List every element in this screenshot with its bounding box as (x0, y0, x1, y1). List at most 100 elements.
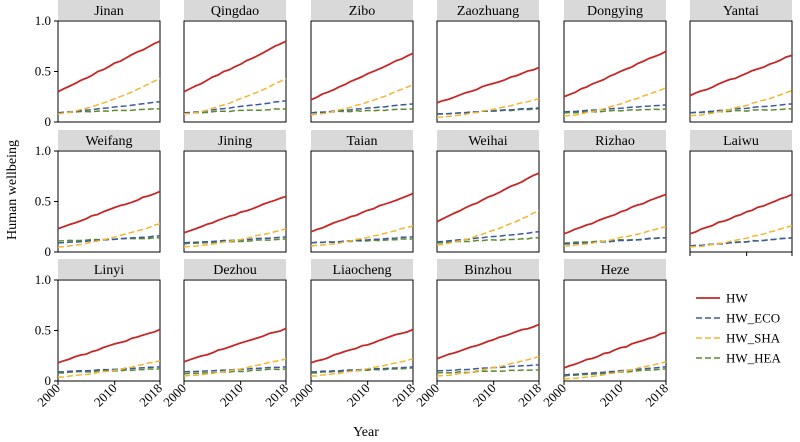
panel-strip (58, 130, 160, 150)
series-line-hw (689, 193, 793, 235)
x-tick-label: 2018 (642, 381, 671, 410)
series-line-hw (563, 50, 667, 98)
x-tick-label: 2010 (91, 381, 120, 410)
series-line-hw (57, 190, 161, 230)
panel-frame (436, 150, 540, 253)
panel-dongying: Dongying (563, 0, 667, 123)
panel-strip (184, 130, 286, 150)
panel-weifang: Weifang 0 0.5 1.0 (35, 130, 161, 259)
x-tick-label: 2000 (160, 381, 189, 410)
y-axis-label: Human wellbeing (5, 140, 20, 240)
series-line-hw (183, 40, 287, 93)
series-line-hw-hea (57, 236, 161, 242)
series-line-hw-eco (57, 235, 161, 244)
panel-laiwu: Laiwu (689, 130, 793, 256)
panel-title: Zaozhuang (457, 4, 519, 19)
y-tick-label: 1.0 (35, 13, 51, 28)
legend-item-hw-eco: HW_ECO (696, 311, 780, 326)
series-line-hw-sha (310, 225, 414, 247)
panel-title: Liaocheng (332, 263, 391, 278)
panel-frame (310, 279, 414, 382)
panel-grid: Jinan 0 0.5 1.0 Qingdao Zibo Zaozhuang Dongying… (34, 0, 793, 410)
series-line-hw-eco (563, 366, 667, 376)
series-line-hw-hea (183, 108, 287, 114)
series-line-hw (310, 192, 414, 233)
panel-frame (183, 279, 287, 382)
panel-frame (563, 279, 667, 382)
panel-strip (184, 0, 286, 20)
series-line-hw (310, 52, 414, 101)
panel-zibo: Zibo (310, 0, 414, 123)
legend-label: HW (726, 291, 748, 306)
panel-title: Weifang (85, 134, 132, 149)
series-line-hw-eco (310, 236, 414, 244)
series-line-hw-hea (689, 108, 793, 114)
series-line-hw-eco (183, 236, 287, 244)
panel-title: Taian (347, 134, 378, 149)
series-line-hw-hea (57, 368, 161, 374)
y-tick-label: 0 (45, 244, 52, 259)
panel-title: Zibo (349, 4, 375, 19)
panel-strip (564, 259, 666, 279)
legend-item-hw: HW (696, 291, 748, 306)
series-line-hw-hea (563, 368, 667, 377)
legend-item-hw-hea: HW_HEA (696, 351, 781, 366)
panel-title: Dezhou (213, 263, 257, 278)
series-line-hw-eco (310, 103, 414, 114)
series-line-hw-eco (689, 103, 793, 114)
panel-frame (563, 20, 667, 123)
series-line-hw-sha (437, 98, 540, 118)
series-line-hw-eco (57, 101, 161, 114)
panel-frame (436, 20, 540, 123)
series-line-hw-hea (310, 108, 414, 114)
x-tick-label: 2000 (34, 381, 63, 410)
series-line-hw-eco (563, 104, 667, 113)
series-line-hw-hea (183, 368, 287, 375)
legend-label: HW_SHA (726, 331, 781, 346)
x-axis-label: Year (353, 425, 379, 440)
panel-strip (690, 130, 792, 150)
series-line-hw-sha (563, 361, 667, 380)
x-tick-label: 2018 (389, 381, 418, 410)
panel-frame (183, 20, 287, 123)
series-line-hw (436, 172, 540, 223)
y-tick-label: 1.0 (35, 143, 51, 158)
series-line-hw-eco (436, 231, 540, 243)
series-line-hw-eco (436, 364, 540, 372)
panel-strip (564, 130, 666, 150)
x-tick-label: 2018 (136, 381, 165, 410)
panel-strip (184, 259, 286, 279)
y-tick-label: 0.5 (35, 194, 51, 209)
legend-item-hw-sha: HW_SHA (696, 331, 781, 346)
x-tick-label: 2010 (597, 381, 626, 410)
panel-frame (57, 279, 161, 382)
series-line-hw (57, 40, 161, 93)
legend-label: HW_ECO (726, 311, 780, 326)
x-tick-label: 2000 (540, 381, 569, 410)
panel-linyi: Linyi 0 0.5 1.0 2000 2010 2018 (34, 259, 165, 410)
series-line-hw-hea (563, 108, 667, 114)
panel-frame (57, 150, 161, 253)
series-line-hw-sha (436, 356, 540, 377)
panel-jining: Jining (183, 130, 287, 253)
panel-title: Heze (601, 263, 630, 278)
panel-yantai: Yantai (689, 0, 793, 123)
x-tick-label: 2010 (217, 381, 246, 410)
series-line-hw (563, 193, 667, 235)
panel-title: Binzhou (464, 263, 511, 278)
series-line-hw-hea (436, 237, 540, 244)
panel-weihai: Weihai (436, 130, 540, 253)
panel-liaocheng: Liaocheng 2000 2010 2018 (287, 259, 418, 410)
series-line-hw-eco (689, 237, 793, 247)
panel-title: Rizhao (595, 134, 635, 149)
series-line-hw-eco (183, 366, 287, 373)
panel-strip (311, 259, 413, 279)
panel-title: Jinan (94, 4, 124, 19)
panel-title: Dongying (587, 4, 643, 19)
x-tick-label: 2010 (470, 381, 499, 410)
panel-frame (689, 150, 793, 253)
series-line-hw-sha (183, 358, 287, 377)
panel-frame (563, 150, 667, 253)
panel-strip (58, 259, 160, 279)
panel-title: Qingdao (211, 4, 259, 19)
